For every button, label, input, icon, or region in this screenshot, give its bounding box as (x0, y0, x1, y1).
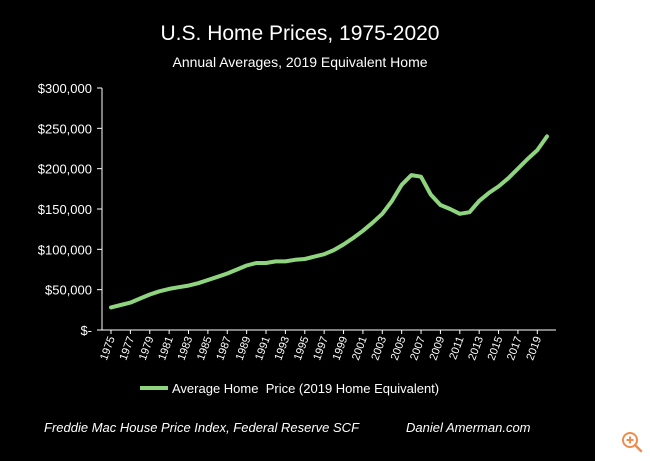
data-point (351, 236, 355, 240)
x-axis: 1975 1977 1979 1981 1983 1985 1987 1989 1991 1993… (98, 329, 556, 362)
y-axis: $- $50,000 $100,000 $150,000 $200,000 $250,00… (38, 81, 103, 338)
x-tick-label: 2015 (486, 335, 506, 362)
x-tick-label: 2003 (369, 335, 389, 362)
data-point (206, 278, 210, 282)
data-point (303, 257, 307, 261)
x-tick-label: 1999 (331, 335, 351, 362)
data-point (477, 199, 481, 203)
data-point (342, 243, 345, 246)
x-tick-label: 1995 (292, 335, 312, 362)
data-point (274, 259, 278, 263)
zoom-in-icon[interactable] (620, 430, 644, 454)
data-point (264, 261, 268, 265)
x-tick-label: 2007 (408, 335, 428, 362)
source-credit: Freddie Mac House Price Index, Federal R… (44, 420, 360, 435)
data-point (119, 303, 123, 307)
data-point (322, 252, 326, 256)
chart-title: U.S. Home Prices, 1975-2020 (161, 22, 440, 45)
x-tick-label: 1983 (176, 335, 196, 362)
data-point (448, 207, 452, 211)
x-tick-label: 2011 (447, 335, 466, 361)
x-tick-label: 1997 (311, 335, 331, 362)
data-point (516, 167, 520, 171)
data-point (187, 284, 190, 288)
chart-subtitle: Annual Averages, 2019 Equivalent Home (172, 54, 427, 70)
y-tick-label: $150,000 (38, 202, 92, 217)
y-tick-label: $300,000 (38, 81, 92, 96)
series-line (109, 134, 549, 310)
x-tick-label: 2005 (389, 335, 409, 362)
data-point (254, 261, 258, 265)
x-tick-label: 1985 (195, 335, 215, 362)
data-point (409, 173, 413, 177)
legend: Average Home Price (2019 Home Equivalent… (140, 381, 439, 396)
data-point (487, 191, 491, 195)
y-tick-label: $200,000 (38, 162, 92, 177)
data-point (497, 184, 501, 188)
data-point (225, 272, 229, 275)
x-tick-label: 1977 (118, 335, 138, 362)
data-point (128, 301, 132, 305)
line-chart: U.S. Home Prices, 1975-2020 Annual Avera… (38, 22, 556, 435)
data-point (371, 221, 375, 225)
data-point (313, 255, 316, 259)
data-point (545, 134, 549, 138)
x-tick-label: 2013 (466, 335, 486, 362)
legend-label: Average Home Price (2019 Home Equivalent… (172, 381, 439, 396)
y-tick-label: $- (80, 323, 92, 338)
data-point (526, 157, 530, 161)
data-point (390, 199, 394, 203)
x-tick-label: 1987 (214, 335, 234, 362)
x-tick-label: 2019 (524, 335, 544, 362)
data-point (419, 175, 423, 179)
data-point (293, 258, 297, 262)
x-tick-label: 1979 (137, 335, 157, 362)
data-point (235, 268, 239, 271)
data-point (535, 148, 539, 152)
data-point (138, 297, 142, 300)
data-point (332, 248, 336, 252)
data-point (245, 264, 249, 267)
x-tick-label: 1991 (253, 335, 273, 362)
data-point (400, 183, 404, 187)
y-tick-label: $100,000 (38, 242, 92, 257)
data-point (468, 210, 471, 214)
x-tick-label: 2009 (428, 335, 448, 362)
data-point (438, 203, 442, 207)
data-point (196, 281, 200, 285)
series-group (109, 134, 549, 310)
data-point (458, 212, 462, 216)
x-tick-label: 2001 (350, 335, 370, 362)
y-tick-label: $50,000 (45, 283, 92, 298)
x-tick-label: 1975 (98, 335, 118, 362)
data-point (283, 259, 287, 263)
data-point (361, 229, 365, 233)
data-point (157, 289, 161, 293)
data-point (109, 305, 113, 309)
data-point (167, 287, 171, 291)
data-point (506, 176, 510, 180)
x-tick-label: 2017 (505, 335, 525, 362)
author-credit: Daniel Amerman.com (406, 420, 531, 435)
x-tick-label: 1981 (156, 335, 176, 362)
data-point (380, 212, 384, 216)
y-tick-label: $250,000 (38, 121, 92, 136)
data-point (177, 285, 181, 289)
x-tick-label: 1989 (234, 335, 254, 362)
data-point (216, 275, 220, 279)
data-point (429, 193, 433, 196)
x-tick-label: 1993 (273, 335, 293, 362)
chart-frame: U.S. Home Prices, 1975-2020 Annual Avera… (0, 0, 595, 461)
data-point (148, 293, 152, 296)
